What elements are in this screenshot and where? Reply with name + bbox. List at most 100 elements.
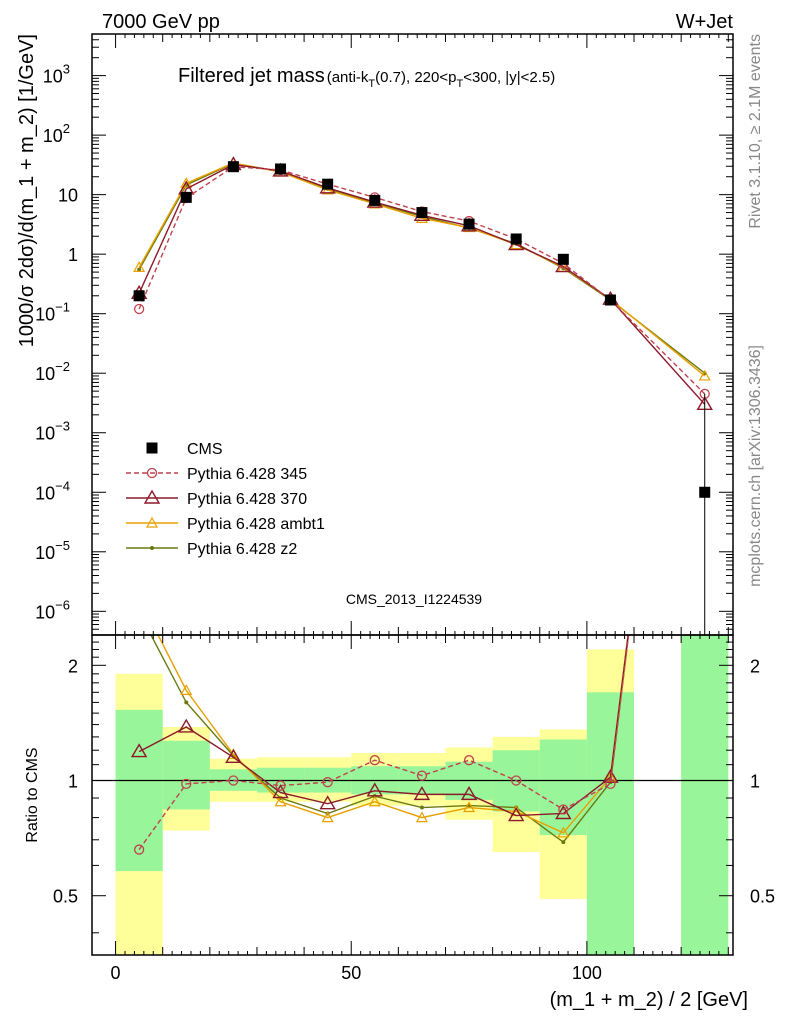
- ratio-point-p370: [460, 785, 478, 801]
- main-point-ambt1: [698, 369, 711, 381]
- ratio-point-p345: [558, 804, 569, 815]
- ratio-y-axis-label: Ratio to CMS: [24, 747, 41, 842]
- main-point-cms: [275, 163, 287, 175]
- ratio-y-tick-label-right: 2: [750, 656, 760, 676]
- main-point-z2: [137, 267, 142, 272]
- main-point-ambt1: [133, 261, 146, 272]
- ratio-point-p370: [272, 784, 289, 799]
- ratio-point-p370: [178, 718, 195, 733]
- main-plot-area: [130, 156, 713, 635]
- main-point-cms: [557, 253, 569, 265]
- main-line-p345: [138, 165, 706, 395]
- y-tick-label: 102: [43, 121, 70, 146]
- axes: 0 50 100 10−6 10−5 10−4 10−3 10−2 10−1 1 10 102 103 0…: [35, 33, 775, 983]
- plot-title-sub-t2: T: [456, 78, 463, 90]
- ratio-point-p345: [181, 778, 192, 790]
- legend-marker-p370: [143, 489, 161, 504]
- main-point-cms: [180, 191, 192, 203]
- legend-label-z2: Pythia 6.428 z2: [187, 541, 297, 558]
- ratio-point-p370: [366, 782, 384, 797]
- ratio-point-ambt1: [415, 811, 428, 823]
- main-point-p345: [133, 303, 145, 315]
- ratio-point-p370: [319, 795, 336, 810]
- y-tick-label: 10−5: [35, 538, 70, 563]
- main-line-p370: [138, 163, 706, 405]
- main-point-cms: [369, 194, 381, 206]
- main-point-cms: [133, 290, 145, 302]
- ratio-point-p370: [507, 807, 525, 822]
- ratio-point-ambt1: [368, 795, 381, 807]
- main-line-ambt1: [138, 162, 706, 377]
- x-axis-label: (m_1 + m_2) / 2 [GeV]: [550, 989, 748, 1011]
- ratio-point-z2: [184, 700, 189, 705]
- ratio-point-p345: [463, 755, 475, 766]
- ratio-point-p370: [130, 743, 148, 758]
- plot-title-sub-t: T: [368, 78, 375, 90]
- x-tick-label: 0: [111, 963, 121, 983]
- ratio-band-green: [115, 709, 163, 872]
- ratio-y-tick-label-left: 1: [68, 772, 78, 792]
- x-tick-label: 50: [341, 963, 361, 983]
- ratio-y-tick-label-right: 0.5: [750, 887, 775, 907]
- main-point-cms: [699, 486, 711, 498]
- ratio-point-p345: [605, 778, 616, 790]
- legend-label-p345: Pythia 6.428 345: [187, 466, 307, 483]
- ratio-point-p345: [369, 755, 380, 766]
- plot-title-sub-pre: (anti-k: [327, 69, 369, 86]
- rivet-label: Rivet 3.1.10, ≥ 2.1M events: [747, 34, 764, 229]
- legend-marker-p345: [146, 467, 158, 479]
- plot-title: Filtered jet mass (anti-kT(0.7), 220<pT<3…: [178, 65, 555, 90]
- ratio-point-ambt1: [463, 801, 476, 813]
- main-point-cms: [463, 218, 475, 230]
- mcplots-label: mcplots.cern.ch [arXiv:1306.3436]: [747, 345, 764, 587]
- ratio-y-tick-label-left: 2: [68, 656, 78, 676]
- legend-label-ambt1: Pythia 6.428 ambt1: [187, 516, 325, 533]
- ratio-point-p345: [228, 775, 239, 786]
- y-tick-label: 10: [58, 186, 78, 206]
- ratio-line-p370: [138, 635, 629, 817]
- plot-title-sub-post: <300, |y|<2.5): [463, 69, 555, 86]
- ratio-point-p370: [225, 748, 242, 763]
- ratio-line-p345: [138, 635, 630, 850]
- ratio-band-green: [681, 635, 729, 955]
- ratio-y-tick-label-right: 1: [750, 772, 760, 792]
- main-point-cms: [322, 178, 334, 190]
- ratio-point-ambt1: [274, 795, 287, 807]
- plot-title-sub-mid: (0.7), 220<p: [375, 69, 456, 86]
- ratio-panel-frame: [91, 634, 734, 956]
- x-tick-label: 100: [572, 963, 602, 983]
- main-y-axis-label: 1000/σ 2dσ)/d(m_1 + m_2) [1/GeV]: [16, 34, 38, 347]
- ratio-point-p370: [602, 768, 619, 783]
- y-tick-label: 1: [68, 245, 78, 265]
- legend-label-p370: Pythia 6.428 370: [187, 491, 307, 508]
- legend-label-cms: CMS: [187, 441, 223, 458]
- ratio-point-p370: [413, 785, 431, 801]
- ratio-point-p345: [133, 844, 145, 855]
- ratio-point-z2: [561, 840, 566, 845]
- main-point-cms: [416, 207, 428, 219]
- y-tick-label: 10−3: [35, 419, 70, 444]
- ratio-point-p345: [322, 777, 333, 788]
- ratio-point-z2: [419, 805, 424, 810]
- main-point-cms: [227, 161, 239, 173]
- legend: CMS Pythia 6.428 345 Pythia 6.428 370 Pythi…: [126, 441, 325, 558]
- ratio-point-p345: [511, 775, 522, 786]
- ratio-point-ambt1: [180, 684, 193, 695]
- ratio-band-green: [162, 740, 210, 810]
- ratio-point-ambt1: [321, 811, 334, 823]
- analysis-watermark: CMS_2013_I1224539: [346, 591, 482, 607]
- ratio-y-tick-label-left: 0.5: [53, 887, 78, 907]
- y-tick-label: 103: [43, 62, 70, 87]
- main-point-cms: [604, 294, 616, 306]
- y-tick-label: 10−2: [35, 359, 70, 384]
- ratio-point-p345: [275, 780, 286, 791]
- main-point-cms: [510, 233, 522, 245]
- header-right-label: W+Jet: [676, 11, 734, 33]
- legend-marker-cms: [146, 442, 158, 454]
- ratio-point-p345: [416, 770, 428, 781]
- main-point-ambt1: [180, 177, 193, 188]
- legend-marker-z2: [150, 546, 154, 550]
- header-left-label: 7000 GeV pp: [102, 11, 220, 33]
- ratio-line-ambt1: [157, 635, 629, 834]
